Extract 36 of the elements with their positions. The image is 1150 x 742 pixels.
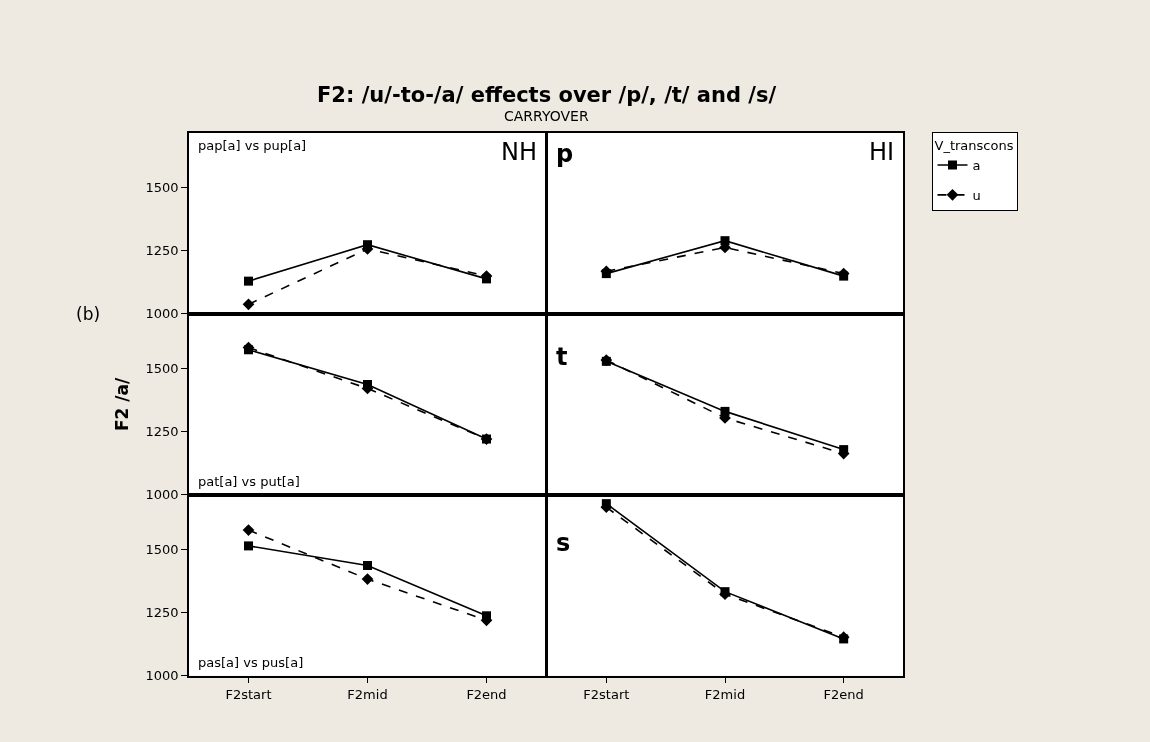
point [244, 541, 253, 551]
point [244, 276, 253, 286]
y-tick-label: 1250 [145, 605, 179, 621]
annotation: t [556, 343, 568, 371]
x-tick-label: F2end [823, 686, 864, 702]
point [361, 573, 374, 585]
x-tick-label: F2end [466, 686, 507, 702]
y-tick-label: 1000 [145, 487, 179, 503]
annotation: pat[a] vs put[a] [198, 474, 300, 489]
y-tick-label: 1000 [145, 668, 179, 684]
annotation: NH [501, 138, 537, 166]
legend-label: a [972, 158, 981, 174]
x-tick-label: F2start [225, 686, 272, 702]
y-axis-title: F2 /a/ [111, 377, 132, 432]
x-tick-label: F2start [583, 686, 630, 702]
annotation: p [556, 140, 574, 168]
y-tick-label: 1500 [145, 180, 179, 196]
legend-title: V_transcons [934, 138, 1014, 154]
chart-subtitle: CARRYOVER [504, 108, 589, 124]
x-tick-label: F2mid [704, 686, 746, 702]
chart-title: F2: /u/-to-/a/ effects over /p/, /t/ and /s/ [317, 83, 777, 107]
legend-label: u [972, 187, 981, 203]
point [363, 561, 372, 571]
annotation: pap[a] vs pup[a] [198, 138, 307, 153]
annotation: pas[a] vs pus[a] [198, 655, 304, 670]
y-tick-label: 1250 [145, 424, 179, 440]
point [242, 524, 255, 536]
y-tick-label: 1500 [145, 542, 179, 558]
y-tick-label: 1250 [145, 243, 179, 259]
x-tick-label: F2mid [347, 686, 388, 702]
y-tick-label: 1000 [145, 306, 179, 322]
point [242, 298, 255, 311]
annotation: HI [869, 138, 895, 166]
y-tick-label: 1500 [145, 361, 179, 377]
annotation: s [556, 529, 571, 557]
text: (b) [76, 304, 101, 324]
